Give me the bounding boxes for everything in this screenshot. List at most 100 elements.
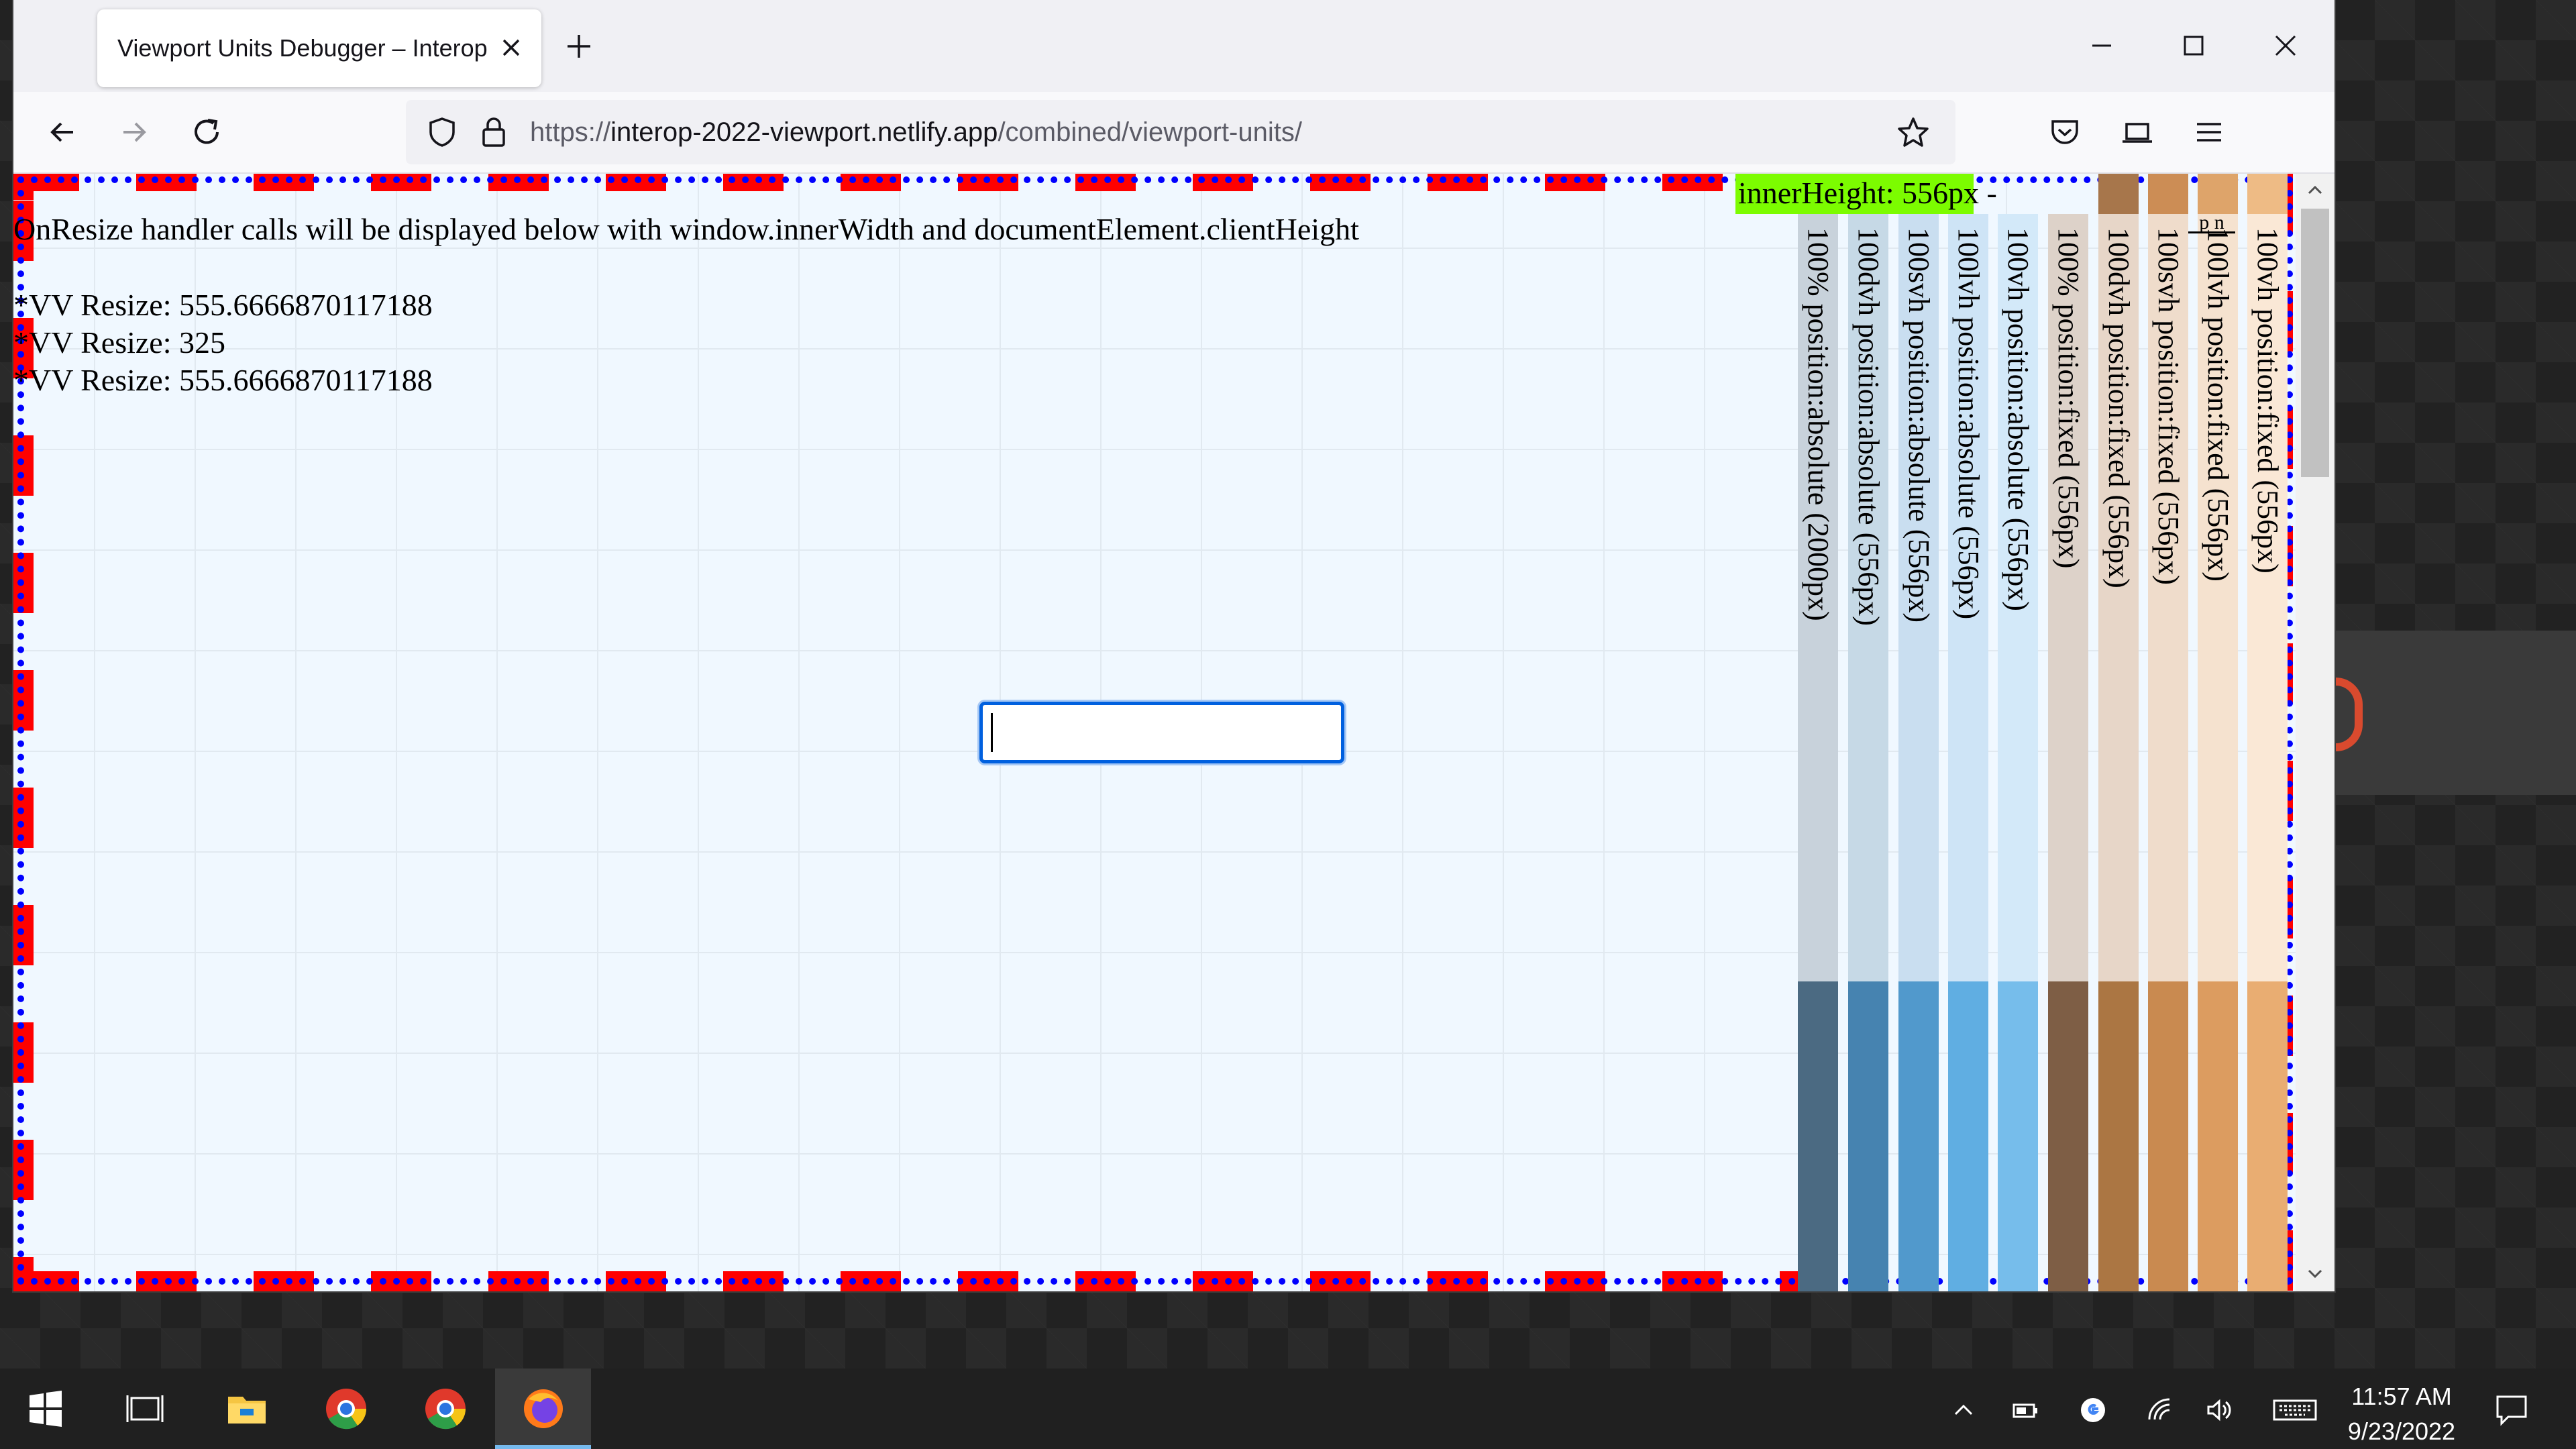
google-icon[interactable] <box>2078 1395 2108 1425</box>
viewport-column: 100svh position:absolute (556px) <box>1898 214 1939 1291</box>
clock-date: 9/23/2022 <box>2347 1417 2456 1445</box>
text-input[interactable] <box>979 702 1344 763</box>
column-label: 100svh position:fixed (556px) <box>2152 227 2185 585</box>
column-top-segment <box>1998 214 2038 981</box>
active-app-indicator <box>495 1445 591 1449</box>
column-bottom-segment <box>2247 981 2288 1291</box>
column-top-segment <box>2198 214 2238 981</box>
column-label: 100vh position:fixed (556px) <box>2251 227 2284 574</box>
device-icon[interactable] <box>2118 113 2156 151</box>
firefox-icon[interactable] <box>518 1383 569 1434</box>
maximize-icon[interactable] <box>2174 25 2214 66</box>
address-bar[interactable]: https://interop-2022-viewport.netlify.ap… <box>406 100 1955 164</box>
reload-icon[interactable] <box>188 113 225 151</box>
minimize-icon[interactable] <box>2082 25 2122 66</box>
clock[interactable]: 11:57 AM 9/23/2022 <box>2321 1379 2482 1449</box>
menu-icon[interactable] <box>2190 113 2228 151</box>
viewport-column: 100vh position:absolute (556px) <box>1998 214 2038 1291</box>
keyboard-icon[interactable] <box>2271 1395 2318 1425</box>
windows-start-icon[interactable] <box>20 1383 71 1434</box>
pocket-icon[interactable] <box>2046 113 2084 151</box>
url-path: /combined/viewport-units/ <box>998 117 1302 147</box>
browser-window: Viewport Units Debugger – Interop <box>13 0 2334 1291</box>
viewport-column: 100lvh position:fixed (556px) <box>2198 214 2238 1291</box>
lock-icon[interactable] <box>477 115 511 150</box>
scrollbar-thumb[interactable] <box>2301 209 2329 477</box>
url-text[interactable]: https://interop-2022-viewport.netlify.ap… <box>530 117 1302 148</box>
column-bottom-segment <box>1898 981 1939 1291</box>
column-label: 100dvh position:absolute (556px) <box>1852 227 1885 626</box>
taskbar: 11:57 AM 9/23/2022 <box>0 1368 2576 1449</box>
column-bottom-segment <box>2098 981 2139 1291</box>
column-bottom-segment <box>2048 981 2088 1291</box>
log-line: *VV Resize: 555.6666870117188 <box>13 363 433 397</box>
column-label: 100svh position:absolute (556px) <box>1902 227 1935 623</box>
column-label: 100% position:absolute (2000px) <box>1802 227 1835 621</box>
chrome-icon[interactable] <box>321 1383 372 1434</box>
viewport-column: 100vh position:fixed (556px) <box>2247 214 2288 1291</box>
page-content: OnResize handler calls will be displayed… <box>13 174 2334 1291</box>
background-app-window[interactable] <box>2334 631 2576 795</box>
column-label: 100dvh position:fixed (556px) <box>2102 227 2135 588</box>
intro-text: OnResize handler calls will be displayed… <box>13 212 1359 246</box>
column-top-segment <box>2148 214 2188 981</box>
close-window-icon[interactable] <box>2265 25 2306 66</box>
text-caret <box>991 713 993 752</box>
navigation-toolbar: https://interop-2022-viewport.netlify.ap… <box>13 92 2334 174</box>
url-scheme: https:// <box>530 117 611 147</box>
scroll-up-icon[interactable] <box>2305 182 2325 198</box>
viewport-column: 100dvh position:absolute (556px) <box>1848 214 1888 1291</box>
column-bottom-segment <box>2198 981 2238 1291</box>
column-header-stub <box>2098 174 2139 214</box>
column-bottom-segment <box>1998 981 2038 1291</box>
viewport-column: 100dvh position:fixed (556px) <box>2098 214 2139 1291</box>
viewport-column: 100lvh position:absolute (556px) <box>1948 214 1988 1291</box>
column-bottom-segment <box>1848 981 1888 1291</box>
column-top-segment <box>2247 214 2288 981</box>
tab-viewport-units-debugger[interactable]: Viewport Units Debugger – Interop <box>97 9 541 87</box>
column-top-segment <box>1848 214 1888 981</box>
column-label: 100lvh position:absolute (556px) <box>1952 227 1985 620</box>
task-view-icon[interactable] <box>119 1383 170 1434</box>
viewport-column: 100% position:fixed (556px) <box>2048 214 2088 1291</box>
scroll-down-icon[interactable] <box>2305 1266 2325 1282</box>
vertical-scrollbar[interactable] <box>2296 174 2334 1291</box>
log-line: *VV Resize: 325 <box>13 325 226 360</box>
battery-icon[interactable] <box>2011 1395 2041 1425</box>
column-label: 100% position:fixed (556px) <box>2052 227 2085 569</box>
clock-time: 11:57 AM <box>2351 1383 2452 1410</box>
column-top-segment <box>1898 214 1939 981</box>
chrome-icon[interactable] <box>420 1383 471 1434</box>
column-header-stub <box>2247 174 2288 214</box>
shield-icon[interactable] <box>425 115 460 150</box>
column-label: 100lvh position:fixed (556px) <box>2202 227 2235 582</box>
inner-height-badge: innerHeight: 556px - <box>1735 174 1997 214</box>
back-icon[interactable] <box>44 113 81 151</box>
small-label: p n <box>2188 214 2235 233</box>
column-bottom-segment <box>1948 981 1988 1291</box>
volume-icon[interactable] <box>2204 1395 2234 1425</box>
tab-title: Viewport Units Debugger – Interop <box>117 34 488 62</box>
url-host: interop-2022-viewport.netlify.app <box>610 117 998 147</box>
forward-icon[interactable] <box>115 113 153 151</box>
notifications-icon[interactable] <box>2493 1391 2530 1428</box>
column-top-segment <box>1948 214 1988 981</box>
log-line: *VV Resize: 555.6666870117188 <box>13 288 433 322</box>
column-header-stub <box>2148 174 2188 214</box>
close-tab-icon[interactable] <box>496 32 527 63</box>
file-explorer-icon[interactable] <box>221 1383 272 1434</box>
column-bottom-segment <box>2148 981 2188 1291</box>
viewport-column: 100svh position:fixed (556px) <box>2148 214 2188 1291</box>
wifi-icon[interactable] <box>2145 1395 2175 1425</box>
column-bottom-segment <box>1798 981 1838 1291</box>
column-top-segment <box>1798 214 1838 981</box>
chevron-up-icon[interactable] <box>1949 1395 1978 1425</box>
blue-dotted-border <box>17 176 2293 1285</box>
title-bar: Viewport Units Debugger – Interop <box>13 0 2334 92</box>
column-top-segment <box>2098 214 2139 981</box>
resize-log: *VV Resize: 555.6666870117188 *VV Resize… <box>13 286 433 399</box>
viewport-column: 100% position:absolute (2000px) <box>1798 214 1838 1291</box>
bookmark-star-icon[interactable] <box>1895 115 1931 151</box>
column-header-stub <box>2198 174 2238 214</box>
new-tab-icon[interactable] <box>564 31 594 62</box>
